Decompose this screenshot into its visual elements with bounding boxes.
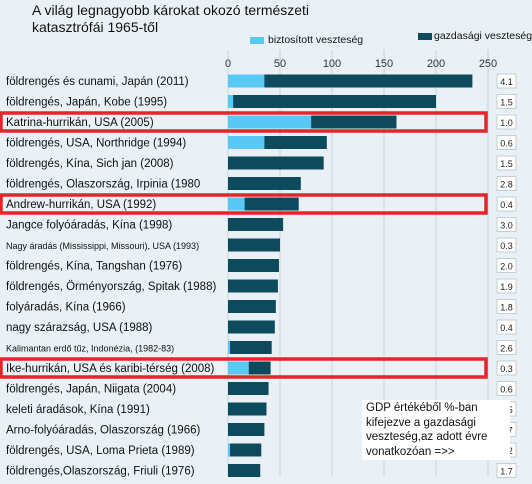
bar-economic-loss xyxy=(228,74,473,88)
gdp-percent-box xyxy=(496,196,517,212)
highlight-box xyxy=(0,111,488,133)
gdp-percent-box xyxy=(496,155,517,171)
gdp-percent-label: 1.5 xyxy=(500,98,513,108)
bar-economic-loss xyxy=(228,259,279,272)
x-tick-label: 150 xyxy=(375,58,393,70)
legend-swatch-economic xyxy=(418,33,432,40)
bar-insured-loss xyxy=(228,341,231,354)
bar-economic-loss xyxy=(228,464,261,477)
bar-economic-loss xyxy=(228,279,278,293)
bar-insured-loss xyxy=(228,443,231,457)
category-label: földrengés, Kína, Sich jan (2008) xyxy=(6,158,174,170)
gdp-percent-box xyxy=(496,381,517,396)
bar-insured-loss xyxy=(228,115,312,129)
bar-economic-loss xyxy=(228,300,276,313)
gdp-percent-label: 1.0 xyxy=(500,118,513,128)
gdp-percent-label: 1.8 xyxy=(500,303,513,313)
bar-economic-loss xyxy=(228,382,269,395)
bar-economic-loss xyxy=(228,197,299,211)
category-label: Nagy áradás (Mississippi, Missouri), USA… xyxy=(6,241,199,251)
legend-label-insured: biztosított veszteség xyxy=(268,34,364,46)
category-label: Jangce folyóáradás, Kína (1998) xyxy=(6,220,172,232)
gdp-percent-label: 0.6 xyxy=(500,139,513,149)
gdp-percent-label: 2.0 xyxy=(500,262,513,272)
category-label: Arno-folyóáradás, Olaszország (1966) xyxy=(6,425,200,437)
bar-economic-loss xyxy=(228,341,272,354)
category-label: földrengés, USA, Loma Prieta (1989) xyxy=(6,445,195,457)
category-label: Ike-hurrikán, USA és karibi-térség (2008… xyxy=(6,363,215,375)
category-label: folyáradás, Kína (1966) xyxy=(6,302,126,314)
category-label: keleti áradások, Kína (1991) xyxy=(6,404,150,416)
category-label: földrengés, Japán, Niigata (2004) xyxy=(6,384,176,396)
x-tick-label: 0 xyxy=(225,58,231,70)
gdp-percent-box xyxy=(496,176,517,191)
gdp-percent-box xyxy=(496,135,517,150)
bar-insured-loss xyxy=(228,95,234,108)
bar-insured-loss xyxy=(228,136,265,149)
gdp-percent-box xyxy=(496,340,517,355)
legend-swatch-insured xyxy=(250,37,264,44)
gdp-percent-label: 2.8 xyxy=(500,180,513,190)
category-label: földrengés és cunami, Japán (2011) xyxy=(6,76,189,88)
category-label: Andrew-hurrikán, USA (1992) xyxy=(6,199,156,211)
gdp-percent-label: 4.1 xyxy=(500,77,513,87)
chart-title-line-2: katasztrófái 1965-től xyxy=(32,19,159,35)
gdp-percent-label: 0.4 xyxy=(500,200,513,210)
gdp-percent-box xyxy=(496,299,517,314)
chart-title-line-1: A világ legnagyobb károkat okozó termész… xyxy=(32,2,310,18)
bar-economic-loss xyxy=(228,423,265,436)
category-label: földrengés, Japán, Kobe (1995) xyxy=(6,97,167,109)
category-label: földrengés, Kína, Tangshan (1976) xyxy=(6,261,182,273)
x-tick-label: 100 xyxy=(323,58,341,70)
bar-insured-loss xyxy=(228,197,245,211)
gdp-percent-box xyxy=(496,278,517,294)
highlight-box xyxy=(0,357,488,379)
gdp-percent-box xyxy=(496,463,517,478)
category-label: földrengés, Örményország, Spitak (1988) xyxy=(6,281,216,293)
gdp-percent-label: 3.0 xyxy=(500,221,513,231)
gdp-percent-label: 0.4 xyxy=(500,323,513,333)
x-tick-label: 200 xyxy=(427,58,445,70)
x-tick-label: 250 xyxy=(479,58,497,70)
category-label: Kalimantan erdő tűz, Indonézia, (1982-83… xyxy=(6,344,174,354)
gdp-percent-box xyxy=(496,114,517,130)
gdp-percent-box xyxy=(496,237,517,253)
legend-label-economic: gazdasági veszteség xyxy=(434,30,532,42)
gdp-percent-label: 1.9 xyxy=(500,282,513,292)
bar-economic-loss xyxy=(228,218,284,231)
bar-economic-loss xyxy=(228,95,436,108)
category-label: földrengés,Olaszország, Friuli (1976) xyxy=(6,466,195,478)
gdp-percent-label: 0.3 xyxy=(500,364,513,374)
bar-economic-loss xyxy=(228,238,280,252)
highlight-box xyxy=(0,193,488,215)
x-tick-label: 50 xyxy=(274,58,286,70)
gdp-percent-label: 1.5 xyxy=(500,159,513,169)
category-label: földrengés, Olaszország, Irpinia (1980 xyxy=(6,179,200,191)
category-label: nagy szárazság, USA (1988) xyxy=(6,322,153,334)
gdp-note-box: GDP értékéből %-ban kifejezve a gazdaság… xyxy=(362,400,510,460)
gdp-percent-box xyxy=(496,360,517,376)
gdp-percent-label: 1.7 xyxy=(500,467,513,477)
bar-economic-loss xyxy=(228,402,267,416)
bar-economic-loss xyxy=(228,177,301,190)
gdp-percent-label: 0.6 xyxy=(500,385,513,395)
category-label: földrengés, USA, Northridge (1994) xyxy=(6,138,186,150)
gdp-percent-box xyxy=(496,217,517,232)
gdp-percent-box xyxy=(496,73,517,89)
bar-insured-loss xyxy=(228,361,249,375)
gdp-percent-box xyxy=(496,258,517,273)
gdp-percent-label: 0.3 xyxy=(500,241,513,251)
gdp-percent-box xyxy=(496,94,517,109)
bar-insured-loss xyxy=(228,74,265,88)
category-label: Katrina-hurrikán, USA (2005) xyxy=(6,117,154,129)
bar-economic-loss xyxy=(228,156,324,170)
gdp-percent-box xyxy=(496,319,517,335)
gdp-percent-label: 2.6 xyxy=(500,344,513,354)
bar-economic-loss xyxy=(228,443,262,457)
bar-economic-loss xyxy=(228,320,275,334)
